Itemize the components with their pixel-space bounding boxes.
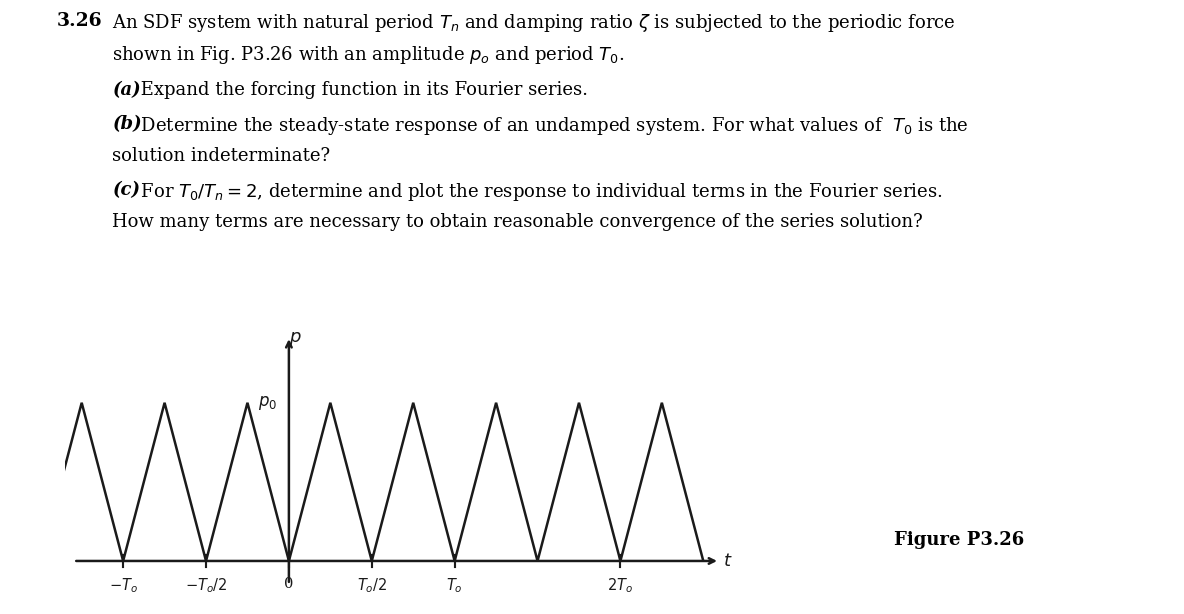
Text: An SDF system with natural period $T_n$ and damping ratio $\zeta$ is subjected t: An SDF system with natural period $T_n$ … <box>112 12 955 34</box>
Text: (b): (b) <box>112 115 142 133</box>
Text: For $T_0/T_n = 2$, determine and plot the response to individual terms in the Fo: For $T_0/T_n = 2$, determine and plot th… <box>135 181 942 203</box>
Text: $-T_o/2$: $-T_o/2$ <box>185 577 227 596</box>
Text: How many terms are necessary to obtain reasonable convergence of the series solu: How many terms are necessary to obtain r… <box>112 212 924 231</box>
Text: shown in Fig. P3.26 with an amplitude $p_o$ and period $T_0$.: shown in Fig. P3.26 with an amplitude $p… <box>112 44 625 66</box>
Text: 0: 0 <box>284 577 294 591</box>
Text: Determine the steady-state response of an undamped system. For what values of  $: Determine the steady-state response of a… <box>135 115 969 137</box>
Text: 3.26: 3.26 <box>57 12 103 30</box>
Text: $-T_o$: $-T_o$ <box>109 577 137 596</box>
Text: $2T_o$: $2T_o$ <box>607 577 633 596</box>
Text: (a): (a) <box>112 81 141 99</box>
Text: $t$: $t$ <box>723 552 733 570</box>
Text: Figure P3.26: Figure P3.26 <box>894 531 1024 550</box>
Text: $T_o/2$: $T_o/2$ <box>356 577 387 596</box>
Text: Expand the forcing function in its Fourier series.: Expand the forcing function in its Fouri… <box>135 81 587 99</box>
Text: $p$: $p$ <box>289 330 302 349</box>
Text: solution indeterminate?: solution indeterminate? <box>112 147 330 165</box>
Text: $p_0$: $p_0$ <box>258 394 277 412</box>
Text: $T_o$: $T_o$ <box>446 577 463 596</box>
Text: (c): (c) <box>112 181 141 199</box>
